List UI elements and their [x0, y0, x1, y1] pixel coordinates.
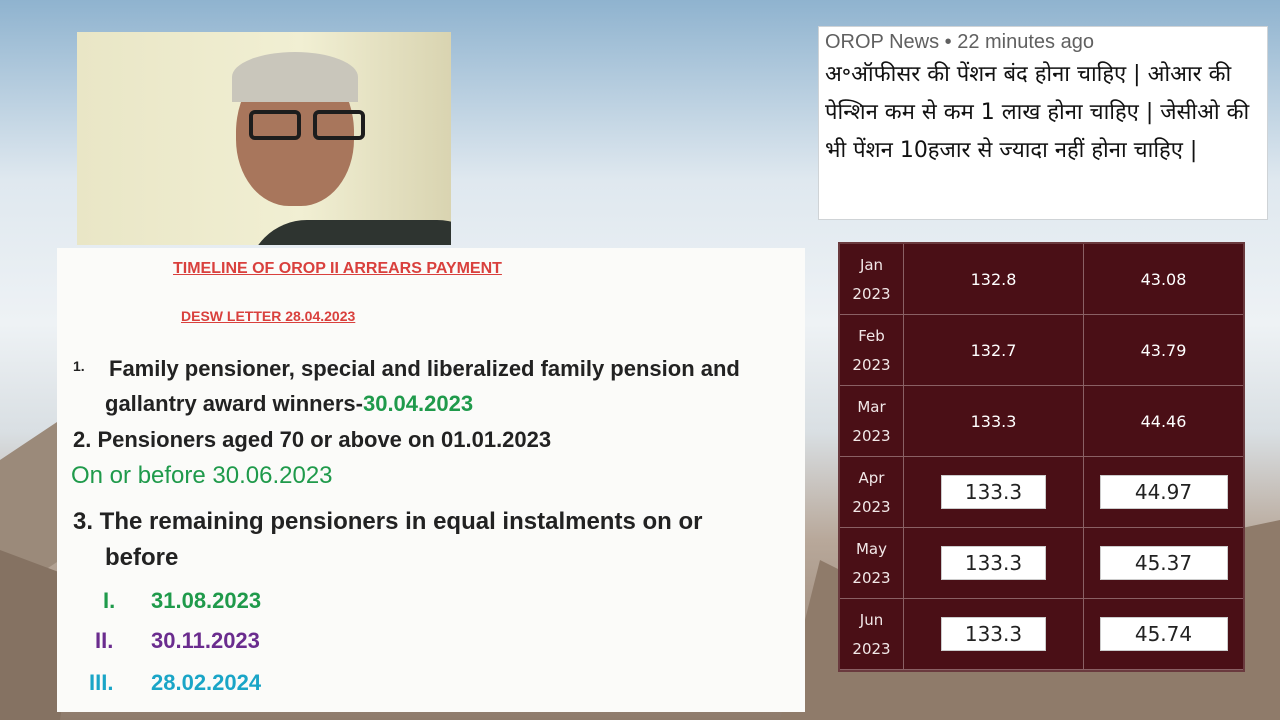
- value-cell-b: 44.97: [1084, 457, 1243, 527]
- month: Feb: [858, 327, 885, 345]
- index-table: Jan 2023 132.8 43.08 Feb 2023 132.7 43.79 Ma…: [838, 242, 1245, 672]
- sub-num-2: II.: [95, 628, 114, 653]
- item1-date: 30.04.2023: [362, 391, 474, 416]
- item1-number: 1.: [73, 358, 85, 374]
- value-a: 132.8: [970, 269, 1017, 289]
- value-cell-b: 43.08: [1084, 244, 1243, 314]
- news-text: अ॰ऑफीसर की पेंशन बंद होना चाहिए | ओआर की…: [825, 62, 1250, 163]
- month-cell: Mar 2023: [840, 386, 904, 456]
- value-b: 44.97: [1099, 475, 1228, 509]
- table-row: May 2023 133.3 45.37: [840, 528, 1243, 599]
- item3-line2: before: [105, 544, 179, 571]
- year: 2023: [852, 498, 891, 516]
- year: 2023: [852, 356, 891, 374]
- doc-title: TIMELINE OF OROP II ARREARS PAYMENT: [173, 260, 502, 277]
- value-b: 43.79: [1140, 340, 1187, 360]
- table-row: Jan 2023 132.8 43.08: [840, 244, 1243, 315]
- sub-date-2: 30.11.2023: [151, 628, 260, 653]
- sub-date-1: 31.08.2023: [151, 588, 262, 613]
- sub-num-1: I.: [103, 588, 116, 613]
- value-cell-a: 133.3: [904, 528, 1084, 598]
- year: 2023: [852, 640, 891, 658]
- value-a: 133.3: [941, 475, 1046, 509]
- value-cell-b: 45.37: [1084, 528, 1243, 598]
- table-row: Apr 2023 133.3 44.97: [840, 457, 1243, 528]
- value-a: 133.3: [941, 546, 1046, 580]
- value-b: 43.08: [1140, 269, 1187, 289]
- month: May: [855, 540, 887, 558]
- person-shirt: [247, 220, 451, 245]
- value-a: 132.7: [970, 340, 1017, 360]
- value-cell-a: 133.3: [904, 386, 1084, 456]
- month-cell: Jun 2023: [840, 599, 904, 669]
- value-a: 133.3: [970, 411, 1017, 431]
- year: 2023: [852, 285, 891, 303]
- sub-date-3: 28.02.2024: [151, 670, 262, 695]
- webcam-video: [77, 32, 451, 245]
- table-row: Jun 2023 133.3 45.74: [840, 599, 1243, 670]
- value-cell-a: 133.3: [904, 457, 1084, 527]
- person-hair: [232, 52, 358, 102]
- value-cell-b: 44.46: [1084, 386, 1243, 456]
- year: 2023: [852, 569, 891, 587]
- value-a: 133.3: [941, 617, 1046, 651]
- month-cell: Feb 2023: [840, 315, 904, 385]
- month: Jun: [859, 611, 884, 629]
- item3-line1: 3. The remaining pensioners in equal ins…: [73, 508, 703, 535]
- value-b: 44.46: [1140, 411, 1187, 431]
- value-cell-b: 43.79: [1084, 315, 1243, 385]
- value-b: 45.37: [1099, 546, 1228, 580]
- value-cell-a: 132.8: [904, 244, 1084, 314]
- table-row: Feb 2023 132.7 43.79: [840, 315, 1243, 386]
- item2: 2. Pensioners aged 70 or above on 01.01.…: [73, 427, 552, 452]
- month: Apr: [858, 469, 885, 487]
- value-b: 45.74: [1099, 617, 1228, 651]
- month: Mar: [857, 398, 886, 416]
- news-source: OROP News • 22 minutes ago: [825, 31, 1094, 53]
- month-cell: Apr 2023: [840, 457, 904, 527]
- month-cell: May 2023: [840, 528, 904, 598]
- value-cell-a: 132.7: [904, 315, 1084, 385]
- value-cell-b: 45.74: [1084, 599, 1243, 669]
- item1-line2: gallantry award winners-: [105, 391, 363, 416]
- year: 2023: [852, 427, 891, 445]
- item1-line1: Family pensioner, special and liberalize…: [109, 356, 740, 381]
- glasses-left: [249, 110, 301, 140]
- timeline-document: TIMELINE OF OROP II ARREARS PAYMENT DESW…: [57, 248, 805, 712]
- month-cell: Jan 2023: [840, 244, 904, 314]
- table-row: Mar 2023 133.3 44.46: [840, 386, 1243, 457]
- item2-date: On or before 30.06.2023: [71, 462, 333, 489]
- news-card: OROP News • 22 minutes ago अ॰ऑफीसर की पे…: [818, 26, 1268, 220]
- glasses-right: [313, 110, 365, 140]
- doc-subtitle: DESW LETTER 28.04.2023: [181, 308, 356, 324]
- value-cell-a: 133.3: [904, 599, 1084, 669]
- month: Jan: [859, 256, 884, 274]
- sub-num-3: III.: [89, 670, 114, 695]
